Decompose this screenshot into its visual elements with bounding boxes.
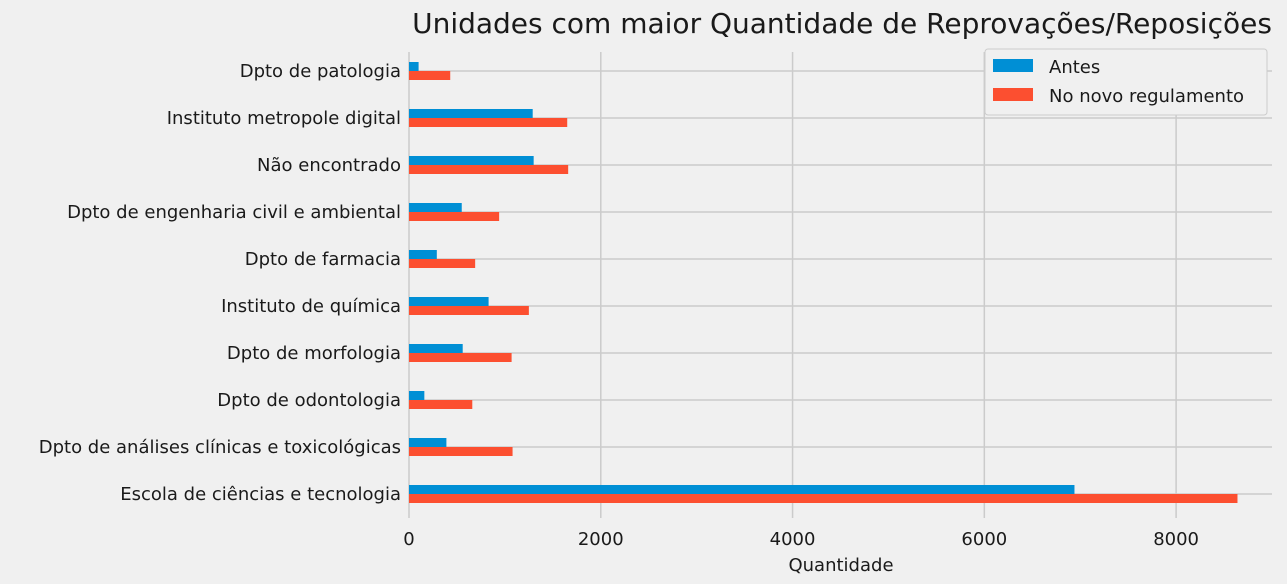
legend-swatch-novo-regulamento xyxy=(993,88,1033,101)
bar-no-novo-regulamento-dpto-de-farmacia xyxy=(409,259,476,268)
bar-no-novo-regulamento-dpto-de-engenharia-civil-e-ambiental xyxy=(409,212,500,221)
bar-antes-dpto-de-engenharia-civil-e-ambiental xyxy=(409,203,462,212)
bar-antes-dpto-de-morfologia xyxy=(409,344,463,353)
x-tick-label: 2000 xyxy=(578,529,624,550)
bar-antes-escola-de-ciencias-e-tecnologia xyxy=(409,485,1075,494)
bar-antes-instituto-metropole-digital xyxy=(409,109,533,118)
x-tick-label: 0 xyxy=(403,529,414,550)
bar-no-novo-regulamento-instituto-metropole-digital xyxy=(409,118,568,127)
bar-no-novo-regulamento-dpto-de-analises-clinicas-e-toxicologicas xyxy=(409,447,513,456)
legend-label-antes: Antes xyxy=(1049,57,1100,78)
x-tick-label: 4000 xyxy=(770,529,816,550)
bar-no-novo-regulamento-dpto-de-morfologia xyxy=(409,353,512,362)
bar-no-novo-regulamento-dpto-de-patologia xyxy=(409,71,451,80)
y-tick-label: Dpto de engenharia civil e ambiental xyxy=(67,202,401,223)
bars xyxy=(409,62,1238,503)
y-tick-label: Dpto de análises clínicas e toxicológica… xyxy=(39,437,401,458)
bar-antes-dpto-de-odontologia xyxy=(409,391,425,400)
x-tick-label: 6000 xyxy=(961,529,1007,550)
bar-no-novo-regulamento-dpto-de-odontologia xyxy=(409,400,473,409)
x-tick-label: 8000 xyxy=(1153,529,1199,550)
y-tick-label: Escola de ciências e tecnologia xyxy=(120,484,401,505)
legend-box xyxy=(984,48,1268,116)
x-axis-label: Quantidade xyxy=(788,555,893,576)
y-tick-label: Dpto de farmacia xyxy=(245,249,401,270)
legend: Antes No novo regulamento xyxy=(984,48,1268,116)
bar-antes-nao-encontrado xyxy=(409,156,534,165)
legend-swatch-antes xyxy=(993,59,1033,72)
y-tick-label: Dpto de morfologia xyxy=(227,343,401,364)
legend-label-novo-regulamento: No novo regulamento xyxy=(1049,86,1244,107)
x-tick-labels: 0 2000 4000 6000 8000 xyxy=(403,529,1199,550)
y-tick-label: Não encontrado xyxy=(257,155,401,176)
bar-antes-dpto-de-analises-clinicas-e-toxicologicas xyxy=(409,438,447,447)
bar-no-novo-regulamento-instituto-de-quimica xyxy=(409,306,529,315)
chart-title: Unidades com maior Quantidade de Reprova… xyxy=(412,7,1272,40)
bar-no-novo-regulamento-nao-encontrado xyxy=(409,165,569,174)
bar-antes-instituto-de-quimica xyxy=(409,297,489,306)
bar-antes-dpto-de-patologia xyxy=(409,62,419,71)
y-tick-label: Instituto metropole digital xyxy=(167,108,401,129)
bar-no-novo-regulamento-escola-de-ciencias-e-tecnologia xyxy=(409,494,1238,503)
y-tick-label: Instituto de química xyxy=(221,296,401,317)
grid xyxy=(408,52,1272,518)
y-tick-label: Dpto de patologia xyxy=(240,61,401,82)
y-tick-labels: Dpto de patologia Instituto metropole dig… xyxy=(39,61,401,505)
bar-antes-dpto-de-farmacia xyxy=(409,250,437,259)
y-tick-label: Dpto de odontologia xyxy=(217,390,401,411)
